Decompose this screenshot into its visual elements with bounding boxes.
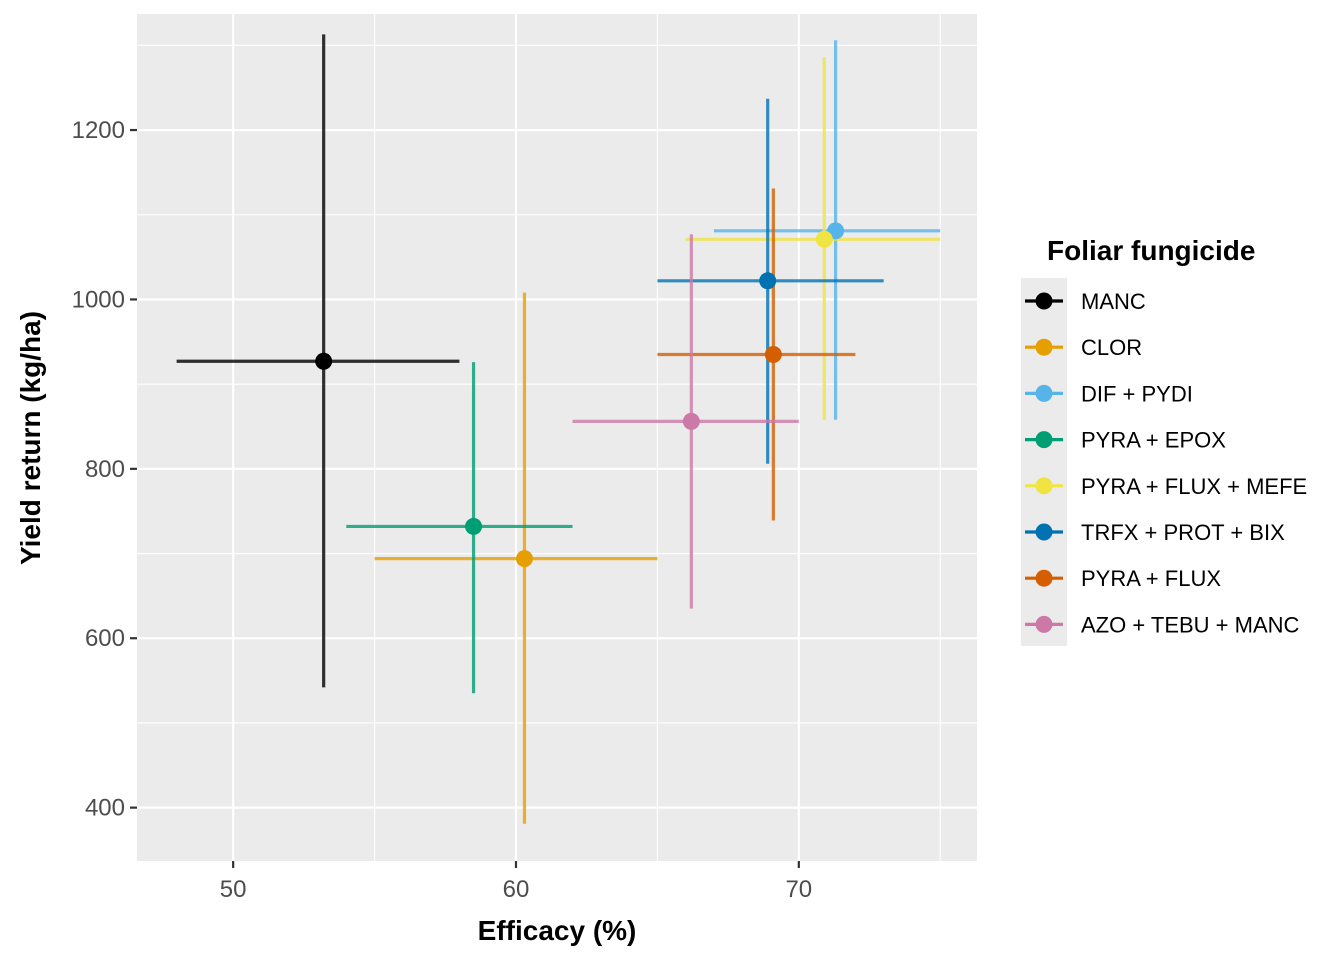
plot-panel [137,14,977,861]
point-pyra-flux [764,345,782,363]
legend-item-clor: CLOR [1025,335,1142,360]
x-axis-title: Efficacy (%) [478,915,637,946]
legend-key-point [1035,569,1053,587]
legend-key-point [1035,292,1053,310]
points [315,222,845,568]
legend-label: PYRA + FLUX [1081,566,1221,591]
legend-label: PYRA + EPOX [1081,428,1226,453]
y-tick-label: 800 [85,456,125,483]
legend-label: AZO + TEBU + MANC [1081,612,1300,637]
grid-minor [137,14,977,861]
legend-label: PYRA + FLUX + MEFE [1081,474,1307,499]
point-azo-tebu-manc [682,412,700,430]
legend-item-manc: MANC [1025,289,1146,314]
legend-key-point [1035,384,1053,402]
point-pyra-epox [465,517,483,535]
legend-key-background [1021,278,1067,646]
point-clor [515,550,533,568]
legend-key-point [1035,431,1053,449]
point-trfx-prot-bix [759,272,777,290]
legend-key-point [1035,338,1053,356]
legend-key-point [1035,477,1053,495]
legend: Foliar fungicide MANC CLOR DIF + PYDI PYRA … [1021,235,1307,646]
y-axis-ticks: 400 600 800 1000 1200 [72,117,137,822]
y-tick-label: 600 [85,625,125,652]
x-tick-label: 50 [220,876,247,903]
legend-items: MANC CLOR DIF + PYDI PYRA + EPOX PYRA + FLUX… [1025,289,1307,637]
y-tick-label: 1200 [72,117,125,144]
x-axis-ticks: 50 60 70 [220,861,812,903]
x-tick-label: 70 [785,876,812,903]
legend-item-pyra-flux-mefe: PYRA + FLUX + MEFE [1025,474,1307,499]
grid-major [137,14,977,861]
legend-key-point [1035,615,1053,633]
y-axis-title: Yield return (kg/ha) [15,311,46,565]
legend-item-pyra-flux: PYRA + FLUX [1025,566,1221,591]
legend-label: MANC [1081,289,1146,314]
legend-label: DIF + PYDI [1081,381,1193,406]
legend-label: CLOR [1081,335,1142,360]
legend-title: Foliar fungicide [1047,235,1255,266]
legend-key-point [1035,523,1053,541]
y-tick-label: 400 [85,795,125,822]
point-manc [315,352,333,370]
legend-item-dif-pydi: DIF + PYDI [1025,381,1193,406]
legend-label: TRFX + PROT + BIX [1081,520,1285,545]
point-pyra-flux-mefe [815,230,833,248]
x-tick-label: 60 [503,876,530,903]
y-tick-label: 1000 [72,286,125,313]
legend-item-pyra-epox: PYRA + EPOX [1025,428,1226,453]
legend-item-trfx-prot-bix: TRFX + PROT + BIX [1025,520,1285,545]
legend-item-azo-tebu-manc: AZO + TEBU + MANC [1025,612,1300,637]
